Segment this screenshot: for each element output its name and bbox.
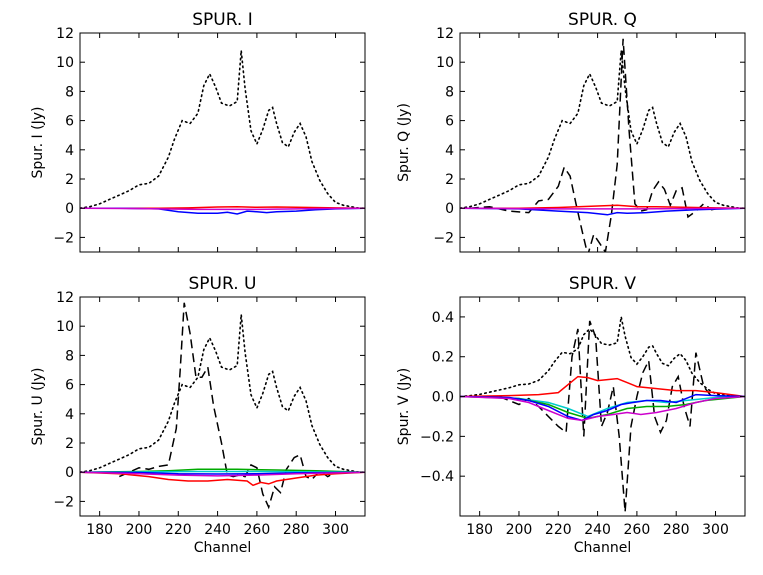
series-line-solid-2 <box>80 207 365 215</box>
y-tick-label: 4 <box>445 143 454 159</box>
panel-title: SPUR. V <box>569 274 636 294</box>
y-axis-label: Spur. Q (Jy) <box>396 103 412 182</box>
series-group <box>460 316 745 513</box>
x-tick-label: 240 <box>204 522 231 538</box>
series-line-dotted-0 <box>460 50 745 209</box>
series-line-solid-3 <box>80 207 365 211</box>
y-tick-label: 2 <box>445 172 454 188</box>
y-tick-label: 10 <box>56 55 74 71</box>
y-tick-label: −0.4 <box>420 469 454 485</box>
series-group <box>80 50 365 215</box>
y-axis-label: Spur. U (Jy) <box>30 367 46 445</box>
x-tick-label: 200 <box>126 522 153 538</box>
y-tick-label: −2 <box>433 230 454 246</box>
y-tick-label: −2 <box>53 494 74 510</box>
series-line-solid-6 <box>460 395 745 422</box>
y-tick-label: 6 <box>65 378 74 394</box>
y-tick-label: 4 <box>65 407 74 423</box>
y-tick-label: 2 <box>65 436 74 452</box>
series-line-solid-4 <box>460 395 745 420</box>
y-tick-label: 10 <box>56 319 74 335</box>
y-tick-label: 12 <box>436 26 454 42</box>
panel-spur-v: 180 200 220 240 260 280 300 −0.4 −0.2 0.0 0.2 0.4 SP… <box>396 274 746 556</box>
series-line-solid-3 <box>460 207 745 216</box>
x-axis-label: Channel <box>194 540 251 556</box>
x-tick-label: 260 <box>624 522 651 538</box>
y-tick-label: 0 <box>445 201 454 217</box>
y-tick-label: 4 <box>65 143 74 159</box>
y-tick-label: −2 <box>53 230 74 246</box>
x-tick-label: 220 <box>545 522 572 538</box>
y-tick-label: 2 <box>65 172 74 188</box>
series-group <box>460 38 745 252</box>
y-tick-label: 0 <box>65 465 74 481</box>
y-tick-label: 0 <box>65 201 74 217</box>
x-tick-label: 180 <box>86 522 113 538</box>
series-line-dotted-0 <box>80 314 365 474</box>
y-tick-label: 10 <box>436 55 454 71</box>
series-line-solid-4 <box>80 471 365 487</box>
series-line-dashed-1 <box>499 320 713 513</box>
series-group <box>80 302 365 510</box>
x-tick-label: 300 <box>702 522 729 538</box>
series-line-solid-3 <box>460 395 745 418</box>
y-tick-label: 0.4 <box>432 310 454 326</box>
series-line-solid-4 <box>460 207 745 210</box>
series-line-solid-5 <box>460 393 745 422</box>
panel-spur-q: −2 0 2 4 6 8 10 12 SPUR. Q Spur. Q (Jy) <box>396 10 746 253</box>
series-line-dotted-0 <box>460 316 745 398</box>
y-axis-label: Spur. I (Jy) <box>30 107 46 179</box>
y-tick-label: −0.2 <box>420 429 454 445</box>
y-tick-label: 8 <box>65 348 74 364</box>
y-tick-label: 6 <box>65 114 74 130</box>
panel-title: SPUR. Q <box>568 10 637 30</box>
x-tick-label: 260 <box>244 522 271 538</box>
panel-title: SPUR. U <box>189 274 257 294</box>
plot-frame <box>459 296 746 517</box>
series-line-solid-6 <box>80 471 365 477</box>
panel-spur-i: −2 0 2 4 6 8 10 12 SPUR. I Spur. I (Jy) <box>30 10 366 253</box>
x-tick-label: 220 <box>165 522 192 538</box>
x-tick-label: 200 <box>506 522 533 538</box>
series-line-solid-5 <box>80 471 365 475</box>
series-line-solid-2 <box>460 375 745 398</box>
plot-frame <box>79 32 366 253</box>
series-line-dashed-1 <box>469 38 726 252</box>
plot-frame <box>79 296 366 517</box>
panel-title: SPUR. I <box>192 10 253 30</box>
y-tick-label: 12 <box>56 290 74 306</box>
x-tick-label: 300 <box>322 522 349 538</box>
x-tick-label: 280 <box>283 522 310 538</box>
x-tick-label: 280 <box>663 522 690 538</box>
plot-frame <box>459 32 746 253</box>
y-tick-label: 8 <box>445 84 454 100</box>
x-axis-label: Channel <box>574 540 631 556</box>
x-tick-label: 240 <box>584 522 611 538</box>
y-tick-label: 8 <box>65 84 74 100</box>
series-line-dashed-1 <box>118 302 336 510</box>
y-axis-label: Spur. V (Jy) <box>396 368 412 445</box>
y-tick-label: 0.0 <box>432 390 454 406</box>
series-line-dotted-0 <box>80 50 365 209</box>
y-tick-label: 6 <box>445 114 454 130</box>
panel-spur-u: 180 200 220 240 260 280 300 −2 0 2 4 6 8 10 12 SPUR. U S… <box>30 274 366 556</box>
y-tick-label: 0.2 <box>432 350 454 366</box>
x-tick-label: 180 <box>466 522 493 538</box>
y-tick-label: 12 <box>56 26 74 42</box>
